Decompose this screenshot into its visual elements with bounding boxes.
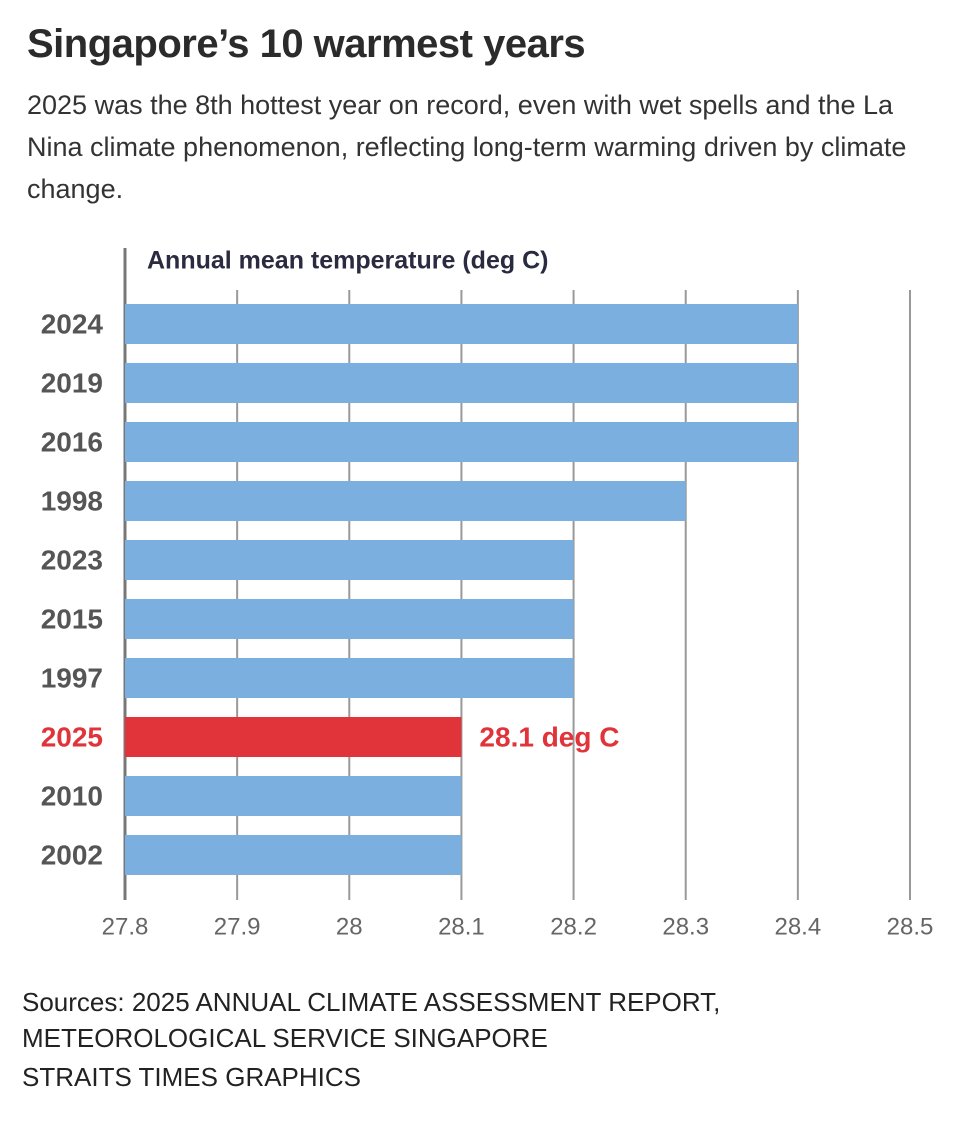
bar — [125, 540, 574, 580]
y-tick-label: 1997 — [41, 662, 103, 693]
chart-subtitle: 2025 was the 8th hottest year on record,… — [27, 90, 907, 204]
value-label: 28.1 deg C — [479, 721, 619, 752]
bar — [125, 481, 686, 521]
x-tick-label: 28 — [336, 913, 363, 940]
x-tick-label: 28.4 — [774, 913, 821, 940]
y-tick-label: 1998 — [41, 485, 103, 516]
bar — [125, 422, 798, 462]
y-tick-label: 2016 — [41, 426, 103, 457]
source-note: Sources: 2025 ANNUAL CLIMATE ASSESSMENT … — [22, 987, 721, 1053]
bar — [125, 304, 798, 344]
x-tick-label: 28.5 — [887, 913, 934, 940]
bar — [125, 363, 798, 403]
axis-title: Annual mean temperature (deg C) — [147, 247, 548, 275]
y-tick-label: 2015 — [41, 603, 103, 634]
y-tick-label: 2010 — [41, 780, 103, 811]
x-tick-label: 27.9 — [214, 913, 261, 940]
x-tick-label: 28.3 — [662, 913, 709, 940]
y-tick-label: 2025 — [41, 721, 103, 752]
y-tick-label: 2023 — [41, 544, 103, 575]
bar — [125, 599, 574, 639]
chart-title: Singapore’s 10 warmest years — [27, 22, 586, 66]
x-tick-label: 28.1 — [438, 913, 485, 940]
credit: STRAITS TIMES GRAPHICS — [22, 1062, 362, 1092]
y-tick-label: 2024 — [41, 308, 104, 339]
bar — [125, 776, 462, 816]
x-tick-label: 27.8 — [102, 913, 149, 940]
bar — [125, 835, 462, 875]
bar — [125, 658, 574, 698]
bar — [125, 717, 462, 757]
y-tick-label: 2002 — [41, 839, 103, 870]
y-tick-label: 2019 — [41, 367, 103, 398]
x-tick-label: 28.2 — [550, 913, 597, 940]
